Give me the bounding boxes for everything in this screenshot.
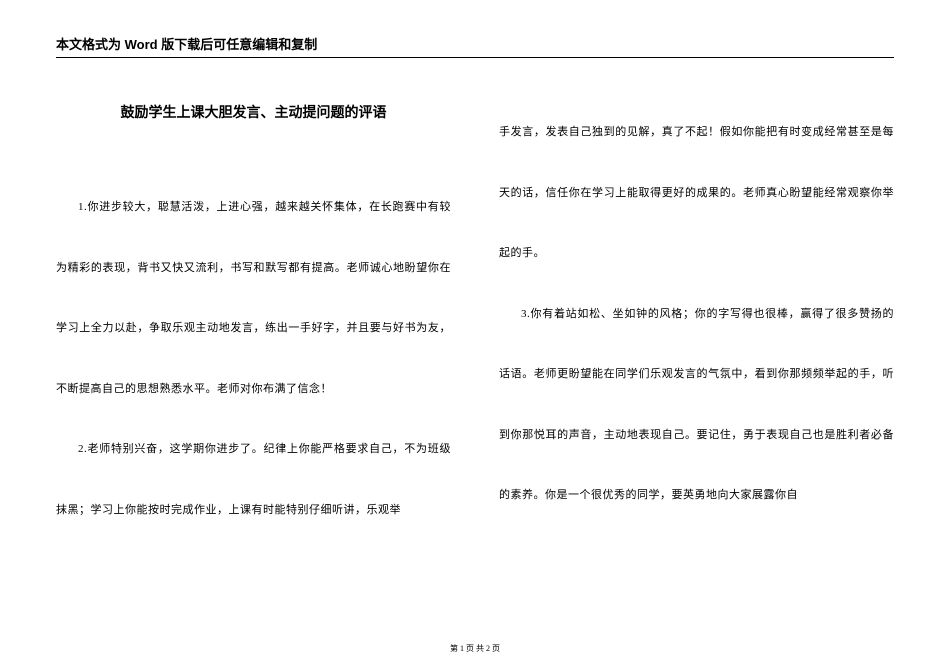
body-paragraph: 3.你有着站如松、坐如钟的风格；你的字写得也很棒，赢得了很多赞扬的话语。老师更盼… [499, 284, 894, 526]
right-column: 手发言，发表自己独到的见解，真了不起！假如你能把有时变成经常甚至是每天的话，信任… [499, 102, 894, 540]
page-footer: 第 1 页 共 2 页 [0, 643, 950, 654]
document-title: 鼓励学生上课大胆发言、主动提问题的评语 [56, 102, 451, 122]
body-paragraph: 1.你进步较大，聪慧活泼，上进心强，越来越关怀集体，在长跑赛中有较为精彩的表现，… [56, 177, 451, 419]
body-paragraph: 手发言，发表自己独到的见解，真了不起！假如你能把有时变成经常甚至是每天的话，信任… [499, 102, 894, 284]
header-notice: 本文格式为 Word 版下载后可任意编辑和复制 [56, 34, 894, 58]
left-column: 鼓励学生上课大胆发言、主动提问题的评语 1.你进步较大，聪慧活泼，上进心强，越来… [56, 102, 451, 540]
two-column-layout: 鼓励学生上课大胆发言、主动提问题的评语 1.你进步较大，聪慧活泼，上进心强，越来… [56, 102, 894, 540]
body-paragraph: 2.老师特别兴奋，这学期你进步了。纪律上你能严格要求自己，不为班级抹黑；学习上你… [56, 419, 451, 540]
